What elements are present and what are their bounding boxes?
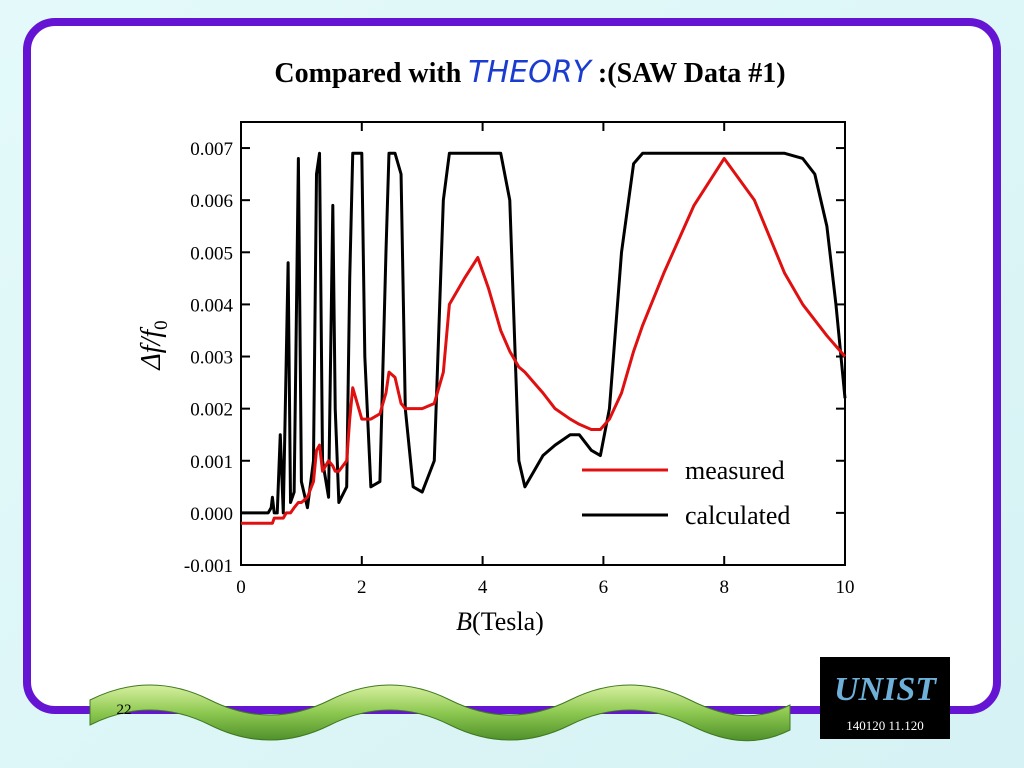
y-axis-subscript: 0 — [151, 320, 172, 330]
y-axis-symbol: Δf/f — [136, 327, 167, 371]
logo — [820, 657, 950, 739]
y-tick-label: 0.003 — [190, 348, 233, 369]
y-tick-label: 0.002 — [190, 400, 233, 421]
x-tick-label: 6 — [599, 577, 609, 598]
y-tick-label: -0.001 — [184, 556, 233, 577]
x-axis-label: B(Tesla) — [456, 607, 544, 636]
title-part: :(SAW Data #1) — [598, 58, 786, 89]
x-axis-symbol: B — [456, 607, 472, 636]
title-emphasis: THEORY — [468, 55, 593, 90]
x-axis-unit: (Tesla) — [472, 607, 544, 636]
y-tick-label: 0.005 — [190, 243, 233, 264]
plot: -0.001 0.000 0.001 0.002 0.003 0.004 0.005 0.00… — [184, 122, 855, 598]
title-part: Compared with — [274, 58, 461, 89]
logo-text: 140120 11.120 — [846, 718, 924, 733]
y-tick-label: 0.000 — [190, 504, 233, 525]
page-number: 22 — [117, 702, 132, 718]
series-line — [241, 151, 847, 515]
legend-label: measured — [685, 456, 785, 485]
slide-title: Compared with THEORY :(SAW Data #1) — [274, 55, 785, 90]
y-tick-label: 0.001 — [190, 452, 233, 473]
series-line — [241, 156, 847, 525]
x-tick-label: 0 — [236, 577, 246, 598]
x-tick-label: 8 — [719, 577, 729, 598]
wave-band — [89, 684, 791, 742]
x-tick-label: 4 — [478, 577, 488, 598]
frame — [23, 18, 1001, 714]
y-tick-label: 0.004 — [190, 295, 233, 316]
y-axis-label: Δf/f0 — [136, 320, 172, 370]
y-tick-label: 0.007 — [190, 139, 233, 160]
y-tick-label: 0.006 — [190, 191, 233, 212]
x-tick-label: 10 — [836, 577, 855, 598]
plot-frame — [240, 121, 846, 566]
logo-mark: UNIST — [834, 671, 937, 708]
x-tick-label: 2 — [357, 577, 367, 598]
legend-label: calculated — [685, 501, 790, 530]
